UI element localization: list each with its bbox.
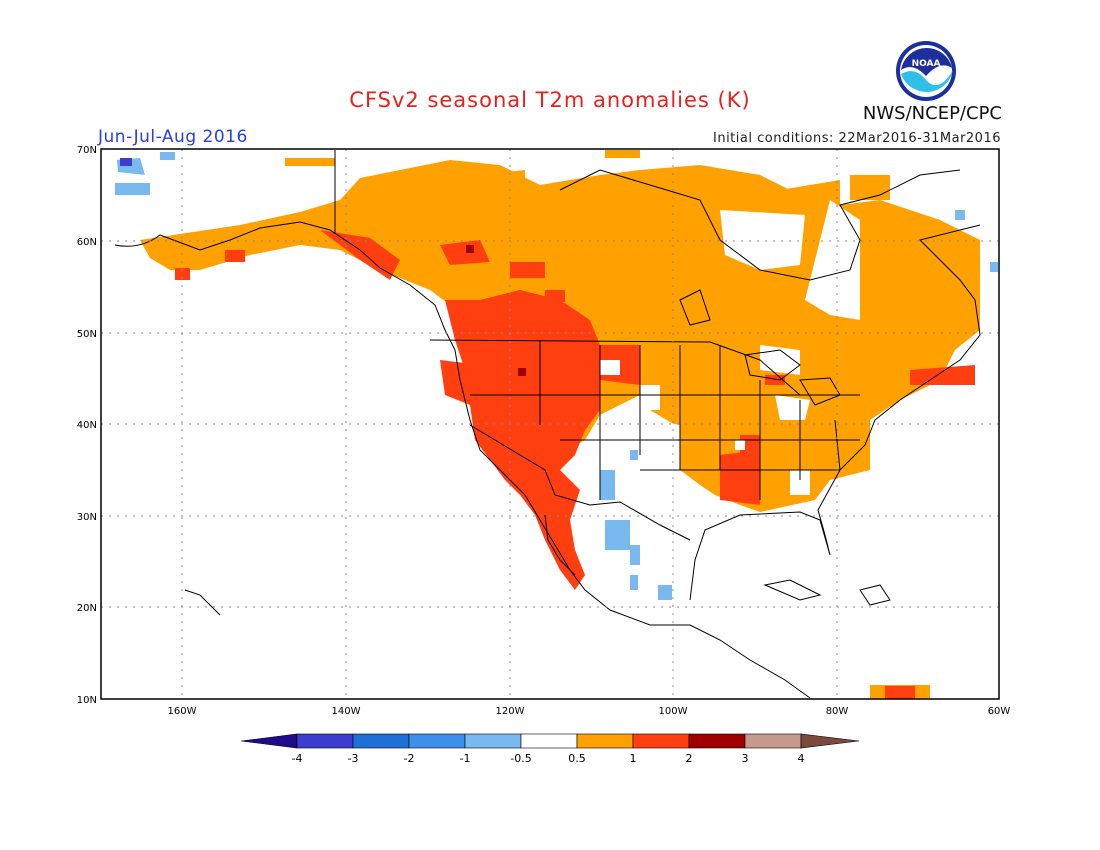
colorbar: -4 -3 -2 -1 -0.5 0.5 1 2 3 4 <box>240 733 860 765</box>
noaa-logo-text: NOAA <box>912 59 941 69</box>
colorbar-segment <box>464 733 522 749</box>
colorbar-label: -3 <box>348 752 359 765</box>
colorbar-label: -2 <box>404 752 415 765</box>
colorbar-segment <box>520 733 578 749</box>
colorbar-segment <box>352 733 410 749</box>
lat-label: 50N <box>77 329 97 340</box>
forecast-period: Jun-Jul-Aug 2016 <box>98 127 248 147</box>
colorbar-label: 0.5 <box>568 752 586 765</box>
initial-conditions: Initial conditions: 22Mar2016-31Mar2016 <box>713 131 1001 146</box>
colorbar-segment <box>576 733 634 749</box>
anomaly-shading <box>115 150 998 699</box>
noaa-logo: NOAA <box>896 41 956 101</box>
colorbar-segment <box>744 733 802 749</box>
lat-label: 30N <box>77 512 97 523</box>
colorbar-segment <box>240 733 298 749</box>
map-frame <box>100 148 1000 700</box>
lon-label: 120W <box>496 706 525 717</box>
colorbar-label: 2 <box>686 752 693 765</box>
lat-label: 10N <box>77 695 97 706</box>
lat-label: 70N <box>77 145 97 156</box>
chart-title: CFSv2 seasonal T2m anomalies (K) <box>349 88 751 112</box>
lon-label: 60W <box>988 706 1011 717</box>
colorbar-label: 3 <box>742 752 749 765</box>
lon-label: 80W <box>826 706 849 717</box>
lat-lon-grid <box>101 149 999 699</box>
lat-label: 40N <box>77 420 97 431</box>
lon-label: 140W <box>332 706 361 717</box>
agency-label: NWS/NCEP/CPC <box>862 103 1002 124</box>
colorbar-segment <box>632 733 690 749</box>
colorbar-segment <box>296 733 354 749</box>
colorbar-segment <box>800 733 860 749</box>
colorbar-label: 4 <box>798 752 805 765</box>
lat-label: 20N <box>77 603 97 614</box>
latitude-labels: 70N 60N 50N 40N 30N 20N 10N <box>77 145 97 706</box>
colorbar-segment <box>408 733 466 749</box>
colorbar-segment <box>688 733 746 749</box>
colorbar-label: 1 <box>630 752 637 765</box>
lon-label: 100W <box>659 706 688 717</box>
longitude-labels: 160W 140W 120W 100W 80W 60W <box>168 706 1011 717</box>
colorbar-label: -1 <box>460 752 471 765</box>
coastlines <box>114 150 981 699</box>
colorbar-label: -0.5 <box>510 752 531 765</box>
colorbar-label: -4 <box>292 752 303 765</box>
lon-label: 160W <box>168 706 197 717</box>
lat-label: 60N <box>77 237 97 248</box>
